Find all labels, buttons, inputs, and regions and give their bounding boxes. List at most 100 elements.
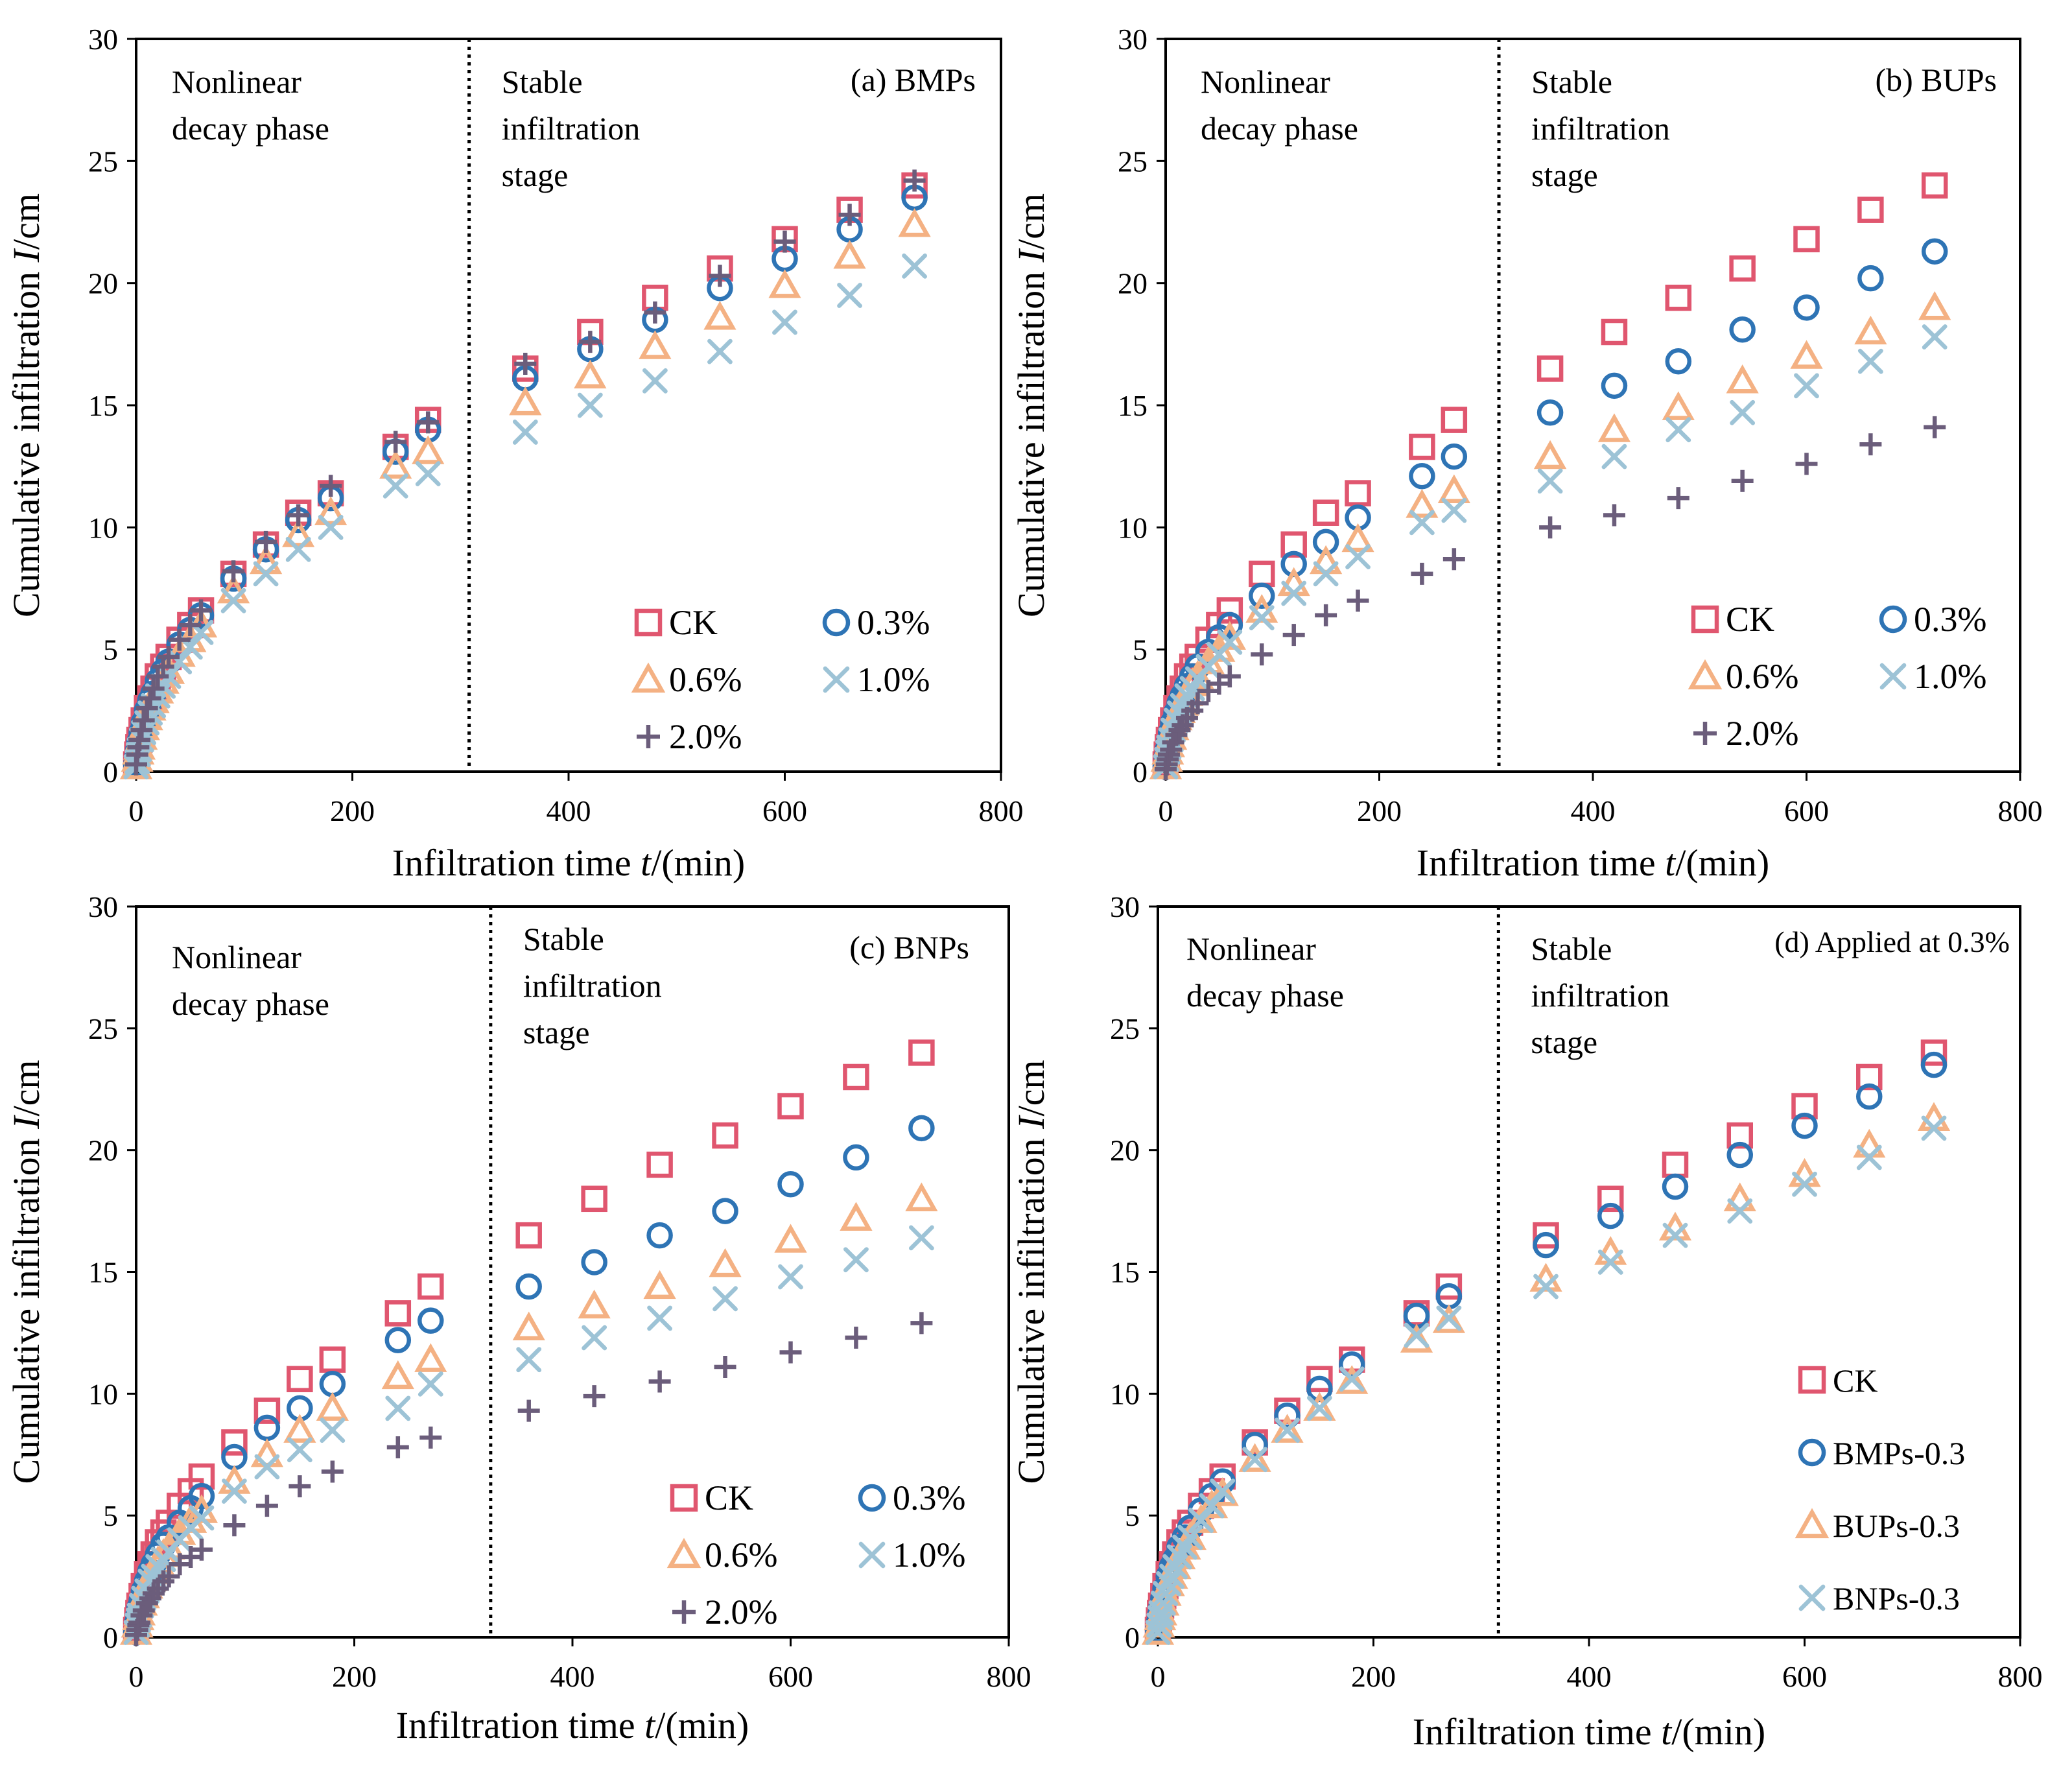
data-point	[714, 1356, 736, 1379]
x-tick-label: 200	[1351, 1660, 1396, 1693]
y-tick-label: 30	[1118, 23, 1148, 56]
left-phase-note: Nonlinear	[1186, 931, 1316, 967]
data-point	[1435, 1273, 1463, 1300]
plot-frame	[1164, 38, 2021, 773]
data-point	[1726, 1141, 1753, 1168]
x-axis-label-prefix: Infiltration time	[396, 1704, 644, 1746]
legend-label: 0.6%	[705, 1536, 777, 1574]
left-phase-note: Nonlinear	[172, 64, 301, 100]
data-point	[1665, 348, 1692, 375]
legend: CK BMPs-0.3 BUPs-0.3 BNPs-0.3	[1795, 1362, 1965, 1617]
data-point	[581, 1185, 607, 1213]
legend-label: 1.0%	[857, 660, 930, 699]
data-point	[1437, 474, 1470, 503]
right-phase-note: infiltration	[523, 967, 662, 1004]
y-tick-label: 0	[1133, 755, 1148, 789]
data-point	[843, 1247, 869, 1273]
data-point	[845, 1326, 867, 1349]
data-point	[777, 1093, 804, 1120]
data-point	[1853, 1128, 1886, 1158]
data-point	[130, 718, 153, 741]
panel-title: (b) BUPs	[1875, 62, 1997, 98]
series-BUPs-0.3	[1141, 1102, 1951, 1645]
x-axis-label: Infiltration time t/(min)	[1413, 1711, 1765, 1753]
y-tick-label: 15	[88, 389, 118, 422]
right-phase-note: Stable	[523, 921, 604, 957]
data-point	[130, 1604, 153, 1627]
data-point	[772, 309, 797, 335]
data-point	[1242, 1431, 1268, 1458]
data-point	[843, 1144, 869, 1171]
data-point	[1341, 523, 1374, 552]
data-point	[703, 301, 736, 330]
data-point	[1274, 1402, 1301, 1429]
data-point	[773, 230, 796, 253]
legend-marker	[1795, 1508, 1830, 1539]
legend: CK 0.3% 0.6% 1.0% 2.0%	[631, 603, 930, 756]
data-point	[384, 431, 407, 453]
right-phase-note: stage	[502, 157, 569, 193]
data-point	[1729, 316, 1756, 343]
data-point	[384, 1327, 412, 1353]
data-point	[515, 1222, 542, 1249]
data-point	[647, 1305, 672, 1331]
data-point	[1404, 1322, 1430, 1348]
data-point	[1312, 499, 1339, 526]
data-point	[132, 709, 155, 731]
series-CK	[1144, 1039, 1948, 1643]
data-point	[253, 1397, 281, 1424]
y-tick-label: 25	[88, 145, 118, 178]
data-point	[515, 1273, 542, 1300]
y-axis-label-var: I	[1010, 1115, 1052, 1130]
y-axis-label-prefix: Cumulative infiltration	[1010, 1129, 1052, 1484]
legend-marker	[631, 662, 666, 693]
data-point	[1533, 440, 1567, 469]
data-point	[283, 1414, 316, 1443]
data-point	[1726, 364, 1759, 394]
data-point	[910, 1312, 933, 1334]
data-point	[1271, 1414, 1304, 1443]
y-tick-label: 15	[88, 1256, 118, 1289]
y-tick-label: 20	[88, 1134, 118, 1167]
data-point	[255, 530, 277, 553]
legend-label: BNPs-0.3	[1833, 1580, 1960, 1617]
x-tick-label: 800	[1998, 794, 2043, 827]
data-point	[908, 1115, 935, 1142]
data-point	[412, 435, 445, 464]
y-tick-label: 20	[1110, 1134, 1140, 1167]
x-tick-label: 400	[547, 794, 591, 827]
panel-c: 0 200 400 600 800 0 5 10 15 20 25 30 Infiltration ti…	[5, 890, 1031, 1746]
x-tick-label: 200	[330, 794, 375, 827]
data-point	[1339, 1366, 1365, 1392]
data-point	[768, 269, 801, 298]
data-point	[1662, 1151, 1689, 1178]
data-point	[777, 1171, 804, 1198]
x-axis-label-suffix: /(min)	[1671, 1711, 1765, 1753]
data-point	[1597, 1185, 1624, 1213]
left-phase-note: decay phase	[1201, 110, 1358, 147]
data-point	[517, 1399, 540, 1422]
legend-label: BMPs-0.3	[1833, 1435, 1965, 1471]
data-point	[1795, 453, 1818, 475]
series-CK	[1152, 172, 1948, 777]
data-point	[512, 1311, 545, 1341]
data-point	[1666, 417, 1691, 443]
legend-marker	[1798, 1366, 1826, 1394]
y-axis-label-suffix: /cm	[1010, 1060, 1052, 1117]
data-point	[644, 301, 666, 324]
data-point	[1918, 291, 1951, 320]
data-point	[898, 208, 931, 237]
x-axis-label-var: t	[644, 1704, 656, 1746]
y-tick-label: 15	[1110, 1256, 1140, 1289]
x-tick-label: 600	[1782, 1660, 1827, 1693]
legend-marker	[1798, 1584, 1826, 1611]
x-axis-label-var: t	[641, 842, 652, 884]
data-point	[639, 330, 672, 359]
data-point	[1238, 1443, 1271, 1472]
data-point	[1306, 1366, 1333, 1393]
data-point	[287, 504, 310, 527]
right-phase-note: Stable	[1531, 931, 1612, 967]
data-point	[1156, 1571, 1182, 1596]
data-point	[418, 1371, 443, 1397]
y-axis-label: Cumulative infiltration I/cm	[5, 193, 47, 617]
